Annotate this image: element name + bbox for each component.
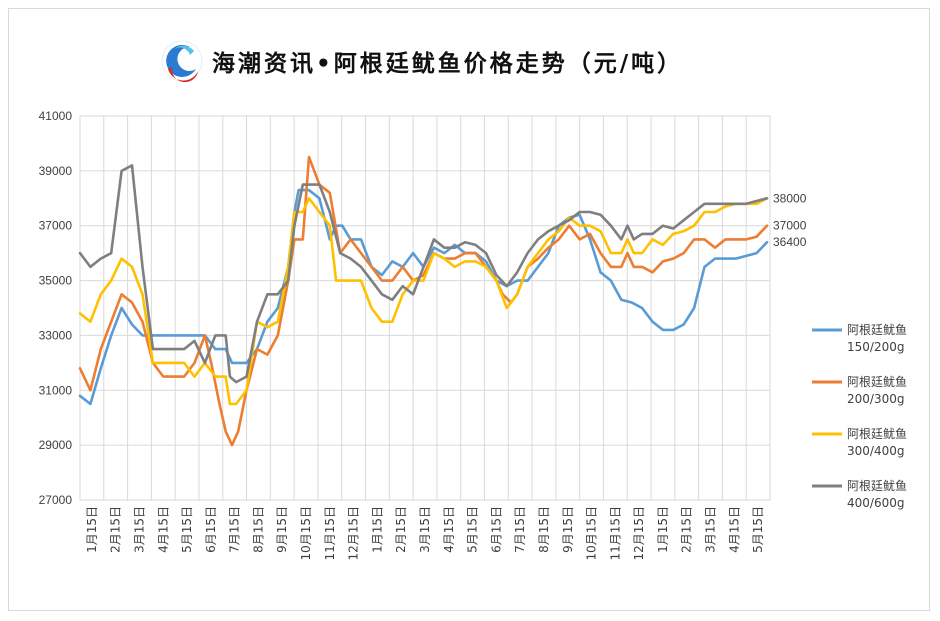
y-tick-label: 27000: [39, 493, 73, 507]
x-tick-label: 4月15日: [442, 506, 456, 553]
x-tick-label: 9月15日: [561, 506, 575, 553]
x-tick-label: 8月15日: [251, 506, 265, 553]
x-tick-label: 1月15日: [656, 506, 670, 553]
x-tick-label: 3月15日: [704, 506, 718, 553]
legend-label: 400/600g: [847, 496, 904, 510]
end-label: 38000: [773, 191, 807, 205]
legend-label: 阿根廷鱿鱼: [847, 322, 907, 337]
x-tick-label: 4月15日: [727, 506, 741, 553]
x-tick-label: 5月15日: [751, 506, 765, 553]
y-tick-label: 35000: [39, 274, 73, 288]
x-tick-label: 10月15日: [585, 506, 599, 561]
series-line-3: [78, 197, 769, 406]
series-line-4: [78, 164, 769, 384]
end-labels: 38000 37000 36400: [773, 191, 807, 249]
legend-label: 200/300g: [847, 392, 904, 406]
x-tick-label: 3月15日: [418, 506, 432, 553]
x-tick-label: 7月15日: [228, 506, 242, 553]
x-tick-label: 11月15日: [608, 506, 622, 561]
haichao-logo-icon: [161, 40, 203, 83]
chart-frame: [8, 8, 930, 611]
series-line-2: [78, 155, 769, 447]
x-tick-label: 6月15日: [204, 506, 218, 553]
x-tick-label: 2月15日: [394, 506, 408, 553]
x-axis-ticks: 1月15日 2月15日 3月15日 4月15日 5月15日 6月15日 7月15日 8月15日…: [85, 506, 765, 561]
x-tick-label: 2月15日: [109, 506, 123, 553]
series-lines: [78, 155, 769, 447]
y-tick-label: 29000: [39, 438, 73, 452]
y-tick-label: 37000: [39, 219, 73, 233]
legend: 阿根廷鱿鱼 150/200g 阿根廷鱿鱼 200/300g 阿根廷鱿鱼 300/400g 阿…: [812, 322, 907, 510]
x-tick-label: 9月15日: [275, 506, 289, 553]
end-label: 36400: [773, 235, 807, 249]
x-tick-label: 4月15日: [156, 506, 170, 553]
x-tick-label: 1月15日: [370, 506, 384, 553]
x-tick-label: 6月15日: [489, 506, 503, 553]
chart-title-area: 海潮资讯•阿根廷鱿鱼价格走势（元/吨）: [160, 38, 683, 84]
x-tick-label: 10月15日: [299, 506, 313, 561]
legend-label: 阿根廷鱿鱼: [847, 426, 907, 441]
x-tick-label: 3月15日: [132, 506, 146, 553]
x-tick-label: 8月15日: [537, 506, 551, 553]
legend-label: 阿根廷鱿鱼: [847, 478, 907, 493]
x-tick-label: 11月15日: [323, 506, 337, 561]
y-tick-label: 33000: [39, 328, 73, 342]
chart-title: 海潮资讯•阿根廷鱿鱼价格走势（元/吨）: [212, 51, 684, 77]
y-tick-label: 39000: [39, 164, 73, 178]
legend-label: 150/200g: [847, 340, 904, 354]
y-tick-label: 41000: [39, 109, 73, 123]
y-tick-label: 31000: [39, 383, 73, 397]
x-tick-label: 5月15日: [180, 506, 194, 553]
x-tick-label: 1月15日: [85, 506, 99, 553]
x-tick-label: 7月15日: [513, 506, 527, 553]
x-tick-label: 12月15日: [347, 506, 361, 561]
legend-label: 阿根廷鱿鱼: [847, 374, 907, 389]
x-tick-label: 5月15日: [466, 506, 480, 553]
legend-label: 300/400g: [847, 444, 904, 458]
x-tick-label: 12月15日: [632, 506, 646, 561]
y-axis-ticks: 27000 29000 31000 33000 35000 37000 39000 41000: [39, 109, 73, 507]
series-line-1: [78, 188, 769, 406]
grid-lines: [79, 115, 771, 501]
x-tick-label: 2月15日: [680, 506, 694, 553]
end-label: 37000: [773, 219, 807, 233]
